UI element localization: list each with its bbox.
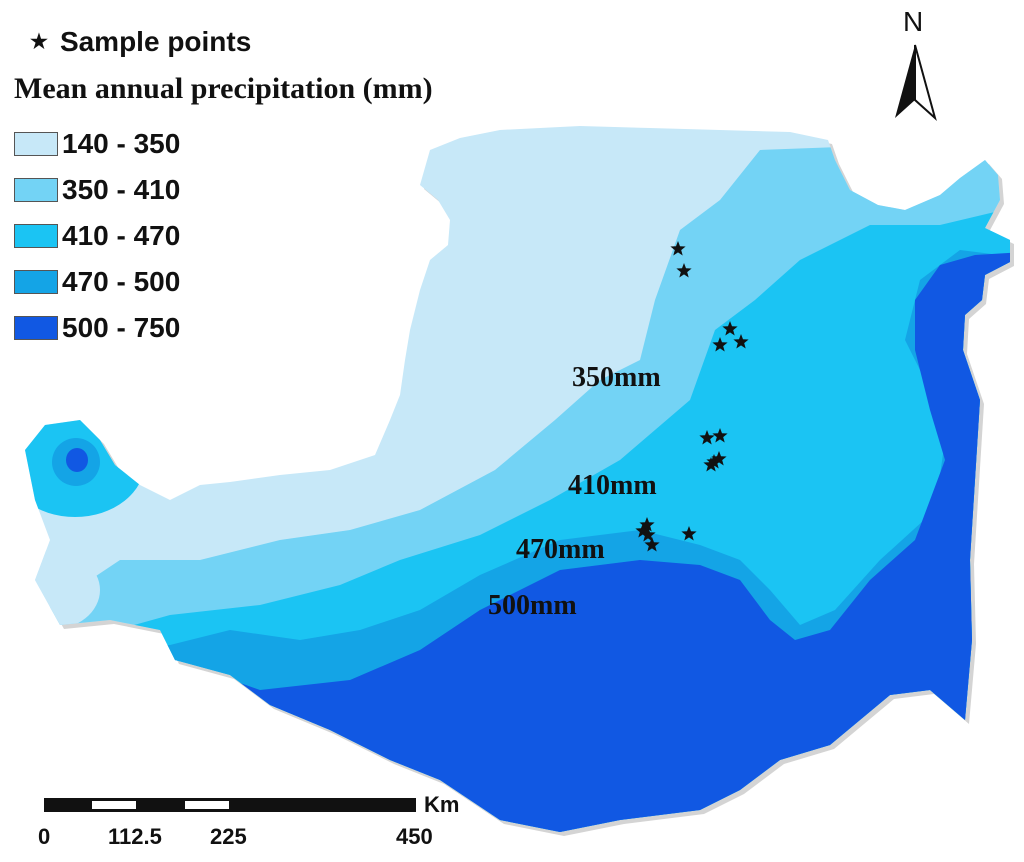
nw-zone-500-750 [66, 448, 88, 472]
sample-point-star [670, 241, 686, 256]
sample-point-star [703, 457, 719, 472]
scale-tick-450: 450 [396, 824, 433, 849]
sample-point-star [681, 526, 697, 541]
legend-label: 470 - 500 [62, 266, 181, 297]
scale-bar [44, 798, 416, 812]
sample-point-star [712, 428, 728, 443]
sample-point-star [733, 334, 749, 349]
sample-point-star [699, 430, 715, 445]
scale-unit-label: Km [424, 792, 460, 817]
legend-item-140-350: 140 - 350 [14, 128, 180, 160]
sample-point-star [676, 263, 692, 278]
legend-label: 410 - 470 [62, 220, 181, 251]
sample-points [635, 241, 749, 552]
legend-swatch [14, 132, 58, 156]
sample-point-star [712, 337, 728, 352]
sample-point-star [639, 517, 655, 532]
sw-zone-140-350 [25, 550, 100, 630]
north-arrow-icon [895, 44, 937, 122]
legend-label: 350 - 410 [62, 174, 181, 205]
sample-point-star [644, 537, 660, 552]
legend-item-350-410: 350 - 410 [14, 174, 180, 206]
legend-item-500-750: 500 - 750 [14, 312, 180, 344]
legend-swatch [14, 270, 58, 294]
sample-point-star [711, 451, 727, 466]
isoline-label-350: 350mm [572, 362, 661, 393]
legend-swatch [14, 178, 58, 202]
legend-label: 140 - 350 [62, 128, 181, 159]
isoline-label-410: 410mm [568, 470, 657, 501]
scale-tick-225: 225 [210, 824, 247, 849]
sample-point-star [635, 523, 651, 538]
legend-label: 500 - 750 [62, 312, 181, 343]
sample-point-star [640, 527, 656, 542]
isoline-label-470: 470mm [516, 534, 605, 565]
star-icon: ★ [30, 31, 48, 53]
scale-tick-0: 0 [38, 824, 51, 849]
legend-item-470-500: 470 - 500 [14, 266, 180, 298]
legend-item-410-470: 410 - 470 [14, 220, 180, 252]
sample-point-star [706, 454, 722, 469]
north-label: N [903, 6, 924, 37]
legend-swatch [14, 224, 58, 248]
legend-sample-points: ★ Sample points [30, 26, 251, 58]
legend-sample-label: Sample points [59, 26, 252, 57]
scale-tick-112: 112.5 [108, 824, 162, 849]
sample-point-star [722, 321, 738, 336]
isoline-label-500: 500mm [488, 590, 577, 621]
legend-title: Mean annual precipitation (mm) [14, 72, 433, 105]
legend-swatch [14, 316, 58, 340]
